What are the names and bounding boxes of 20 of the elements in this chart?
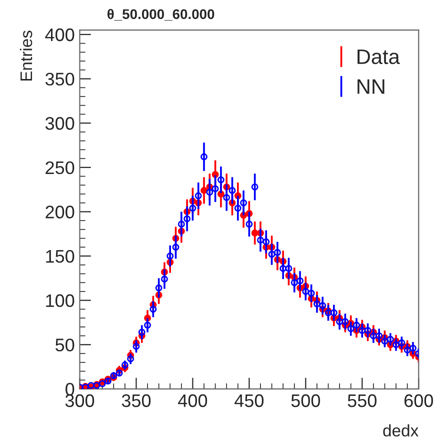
y-tick-label: 50	[56, 338, 74, 352]
y-axis-title: Entries	[20, 30, 32, 81]
x-tick-label: 300	[65, 394, 94, 408]
y-tick-label: 200	[46, 206, 74, 218]
legend-label: NN	[358, 79, 384, 94]
y-tick-label: 350	[45, 72, 74, 86]
y-tick-label: 150	[46, 250, 74, 263]
x-tick-label: 550	[348, 394, 377, 408]
y-tick-label: 100	[46, 294, 74, 308]
chart-title: θ_50.000_60.000	[107, 8, 214, 21]
legend-label: Data	[358, 50, 400, 64]
y-tick-label: 250	[46, 161, 74, 174]
x-axis-title: dedx	[383, 424, 418, 436]
y-tick-label: 300	[45, 117, 74, 130]
x-tick-label: 500	[291, 394, 320, 408]
x-tick-label: 350	[122, 394, 151, 408]
x-tick-label: 600	[404, 394, 433, 408]
x-tick-label: 400	[178, 394, 208, 408]
y-tick-label: 400	[45, 28, 74, 42]
x-tick-label: 450	[234, 394, 264, 408]
